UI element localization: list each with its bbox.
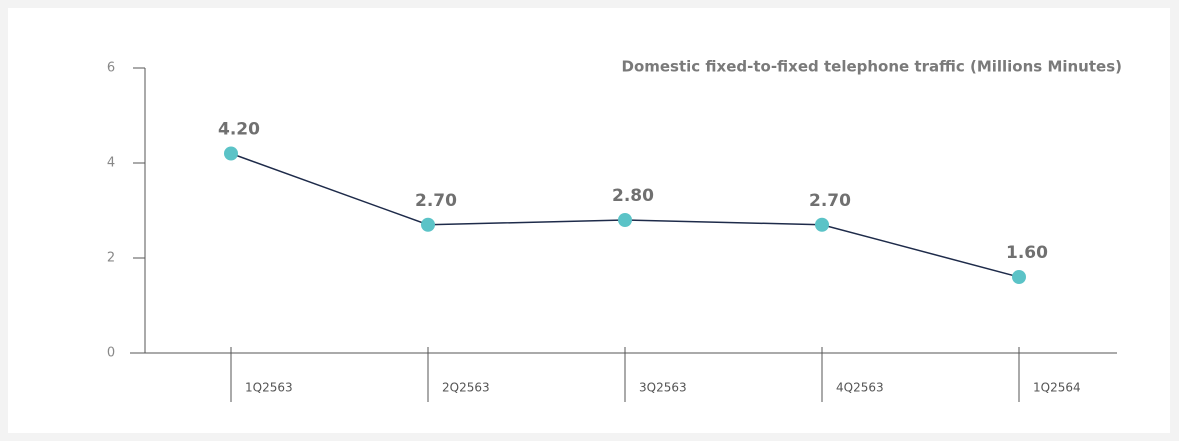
data-point (1012, 270, 1026, 284)
data-label: 1.60 (1006, 243, 1048, 263)
chart-title: Domestic fixed-to-fixed telephone traffi… (622, 58, 1123, 76)
x-tick-label: 4Q2563 (836, 381, 884, 395)
data-point (815, 217, 829, 232)
x-tick-label: 2Q2563 (442, 381, 490, 395)
data-point (618, 213, 632, 227)
y-tick-label: 0 (107, 346, 115, 361)
data-point (224, 146, 238, 161)
data-label: 4.20 (218, 120, 260, 140)
data-label: 2.80 (612, 186, 654, 206)
data-point (421, 217, 435, 232)
data-label: 2.70 (415, 191, 457, 211)
x-tick-label: 1Q2563 (245, 381, 293, 395)
data-label: 2.70 (809, 191, 851, 211)
y-tick-label: 4 (107, 156, 115, 171)
y-tick-label: 6 (107, 61, 115, 76)
x-tick-label: 1Q2564 (1033, 381, 1081, 395)
y-tick-label: 2 (107, 251, 115, 266)
x-tick-label: 3Q2563 (639, 381, 687, 395)
